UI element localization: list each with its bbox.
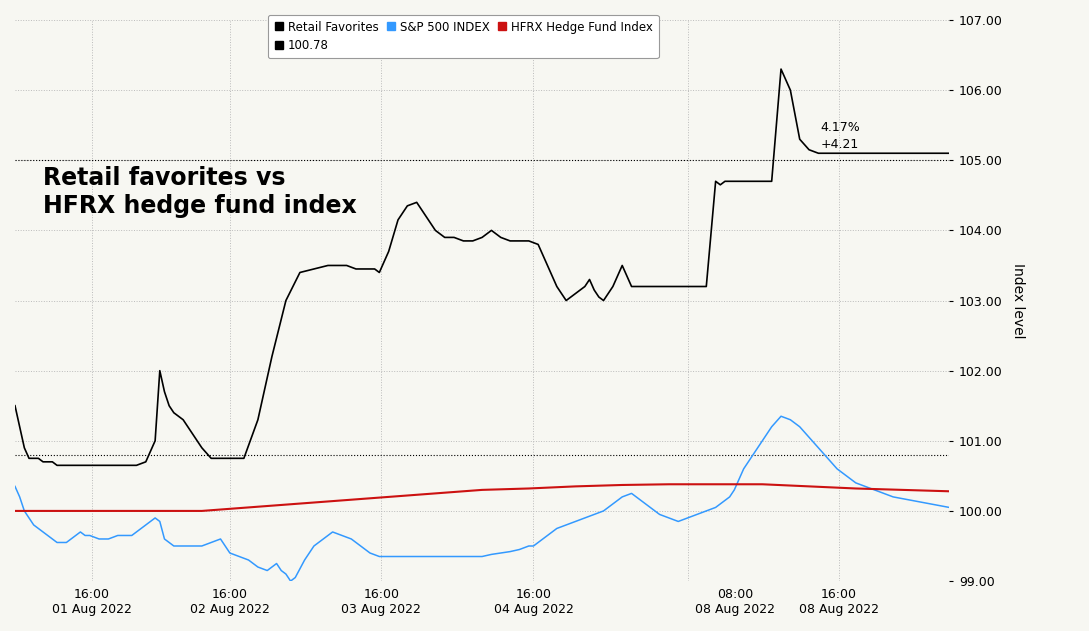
Y-axis label: Index level: Index level bbox=[1011, 262, 1025, 338]
Text: Retail favorites vs
HFRX hedge fund index: Retail favorites vs HFRX hedge fund inde… bbox=[44, 166, 357, 218]
Text: 4.17%
+4.21: 4.17% +4.21 bbox=[820, 121, 860, 151]
Legend: Retail Favorites, 100.78, S&P 500 INDEX, HFRX Hedge Fund Index: Retail Favorites, 100.78, S&P 500 INDEX,… bbox=[268, 15, 659, 59]
